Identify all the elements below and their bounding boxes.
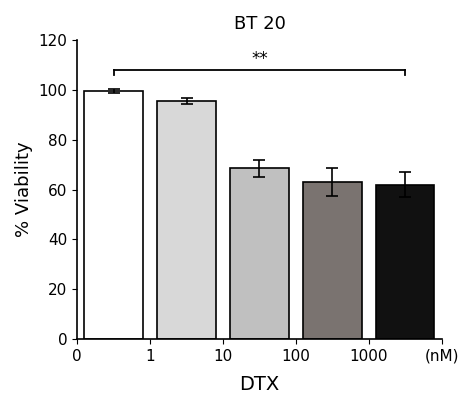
Bar [303, 182, 362, 339]
X-axis label: DTX: DTX [239, 375, 280, 394]
Text: **: ** [251, 49, 268, 67]
Bar [230, 169, 289, 339]
Title: BT 20: BT 20 [234, 15, 285, 33]
Bar [157, 101, 216, 339]
Bar [376, 184, 435, 339]
Y-axis label: % Viability: % Viability [15, 142, 33, 238]
Bar [84, 91, 143, 339]
